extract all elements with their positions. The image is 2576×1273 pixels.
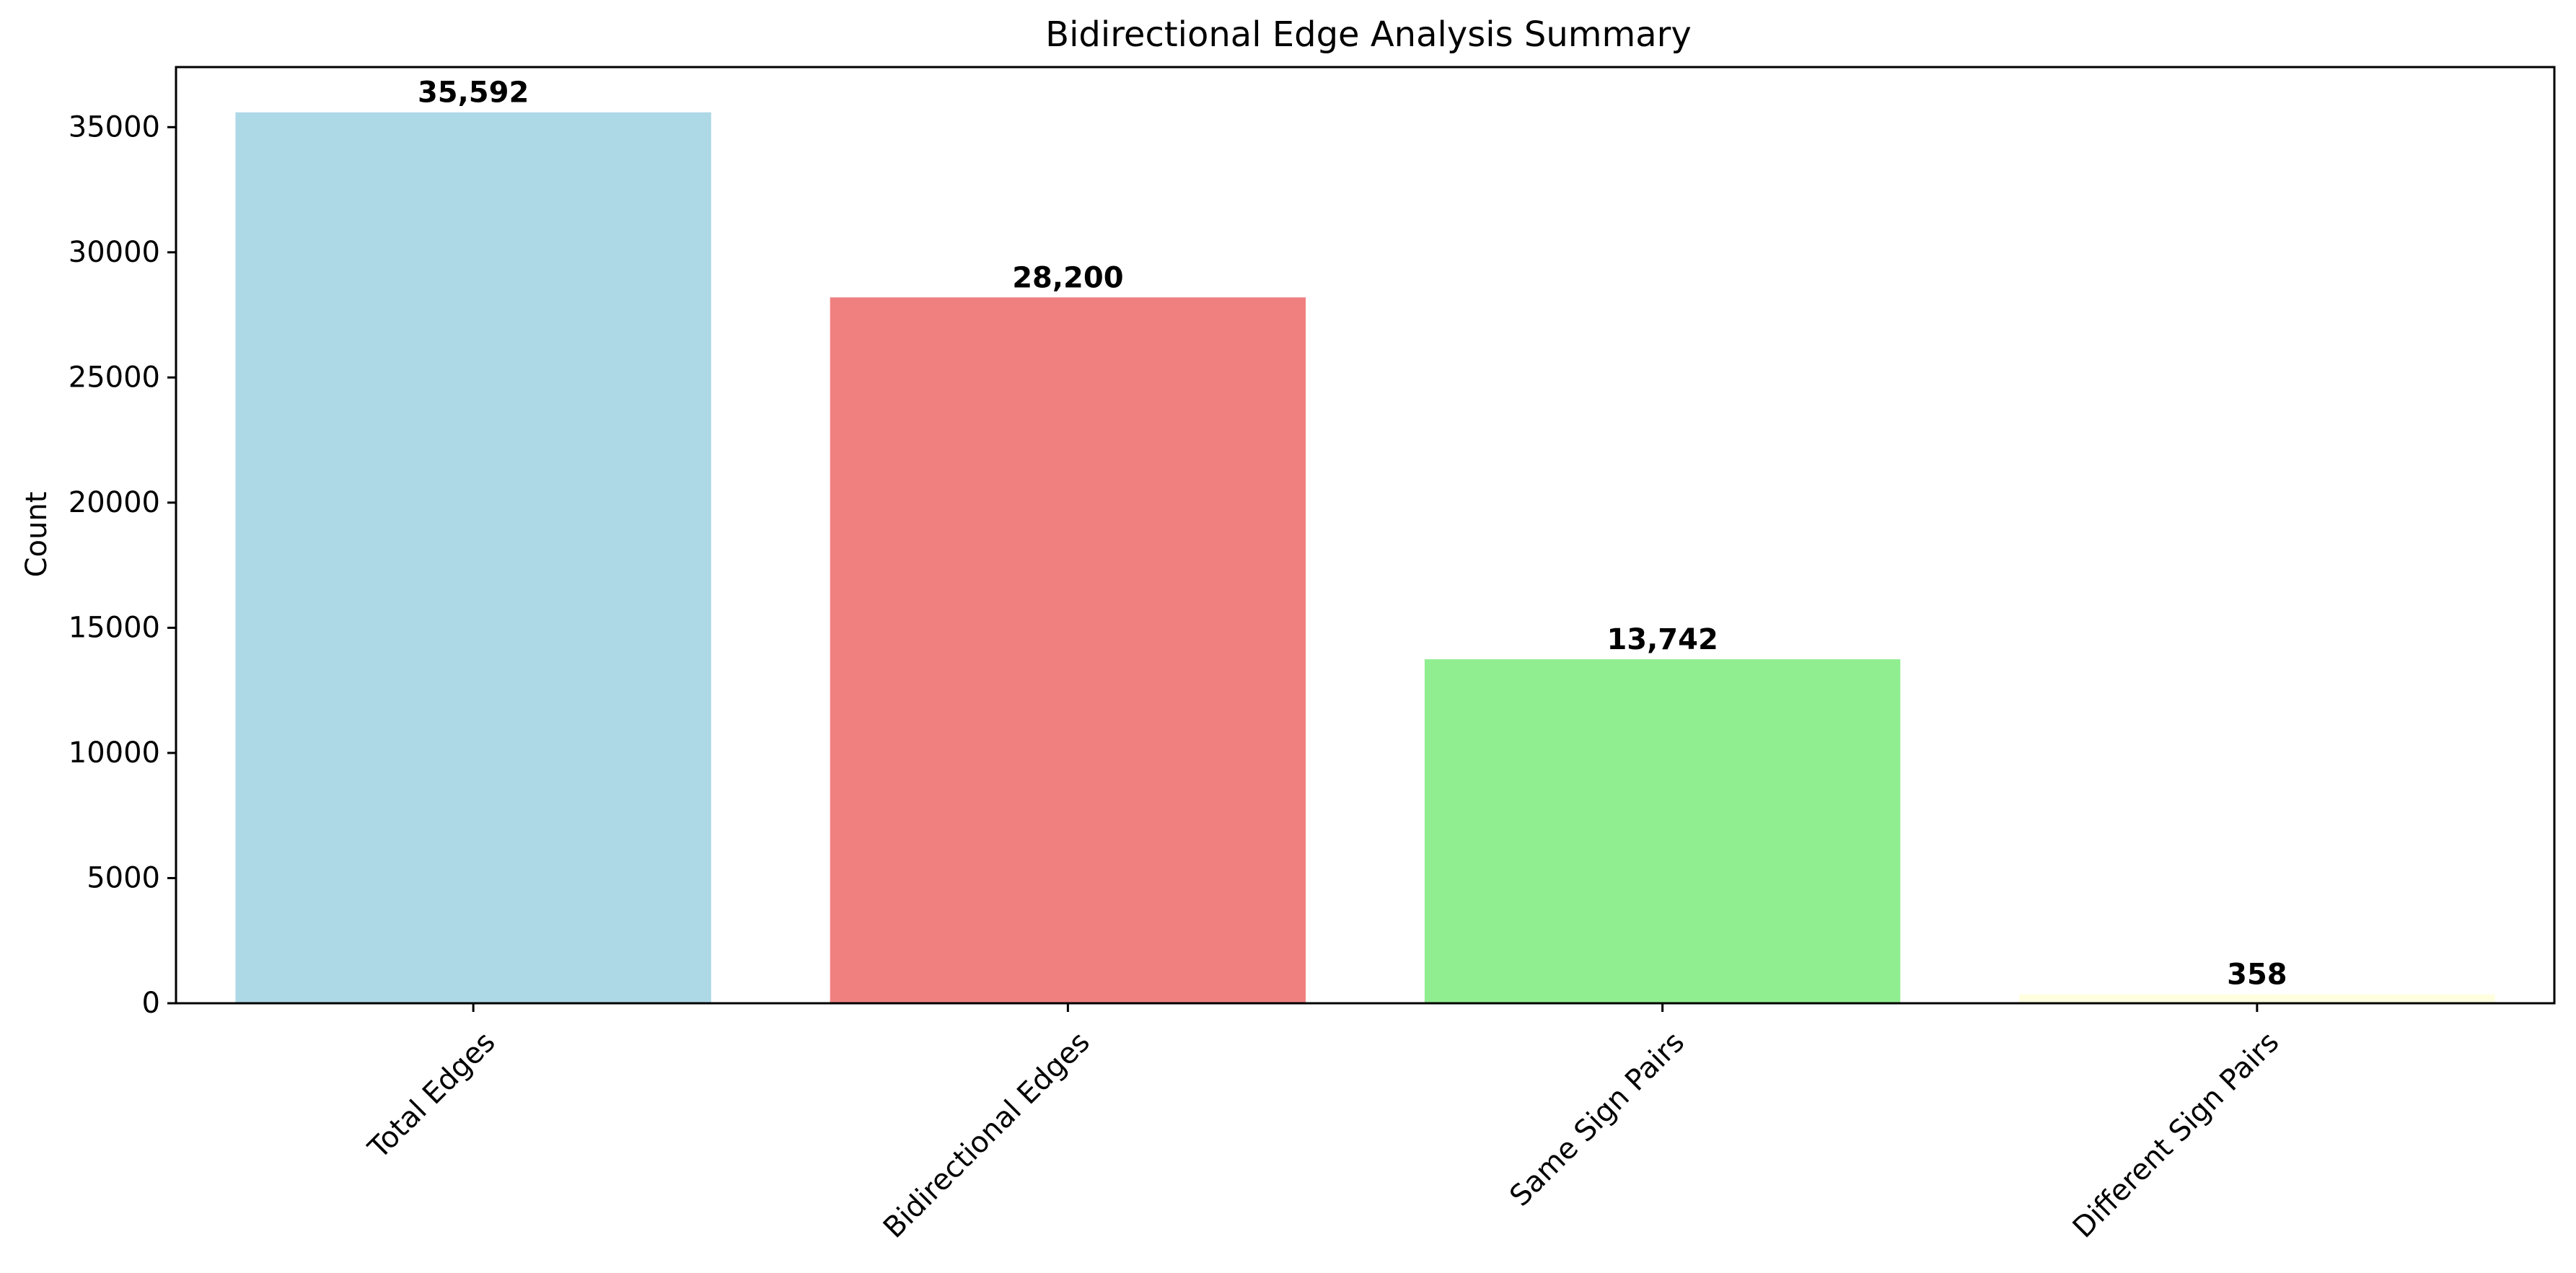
y-tick-label: 5000	[87, 861, 160, 894]
plot-area-frame	[175, 66, 2556, 1005]
y-tick-label: 15000	[69, 611, 160, 644]
y-tick-label: 25000	[69, 361, 160, 394]
bar-bidirectional-edges	[830, 297, 1306, 1003]
bar-value-label-same-sign-pairs: 13,742	[1606, 623, 1718, 656]
bar-value-labels: 35,592 28,200 13,742 358	[418, 76, 2287, 992]
y-axis-ticks: 0 5000 10000 15000 20000 25000 30000 35000	[69, 110, 176, 1020]
bar-value-label-different-sign-pairs: 358	[2227, 959, 2287, 992]
y-tick-label: 20000	[69, 486, 160, 519]
chart-title: Bidirectional Edge Analysis Summary	[1045, 14, 1692, 55]
bar-value-label-bidirectional-edges: 28,200	[1012, 261, 1123, 294]
bar-same-sign-pairs	[1424, 659, 1901, 1003]
bar-total-edges	[235, 112, 711, 1003]
y-tick-label: 10000	[69, 736, 160, 770]
y-tick-label: 0	[142, 987, 160, 1020]
bars	[235, 112, 2495, 1003]
bar-different-sign-pairs	[2019, 994, 2495, 1003]
y-tick-label: 30000	[69, 236, 160, 269]
y-tick-label: 35000	[69, 110, 160, 144]
bar-value-label-total-edges: 35,592	[418, 76, 529, 110]
y-axis-label: Count	[20, 492, 53, 578]
